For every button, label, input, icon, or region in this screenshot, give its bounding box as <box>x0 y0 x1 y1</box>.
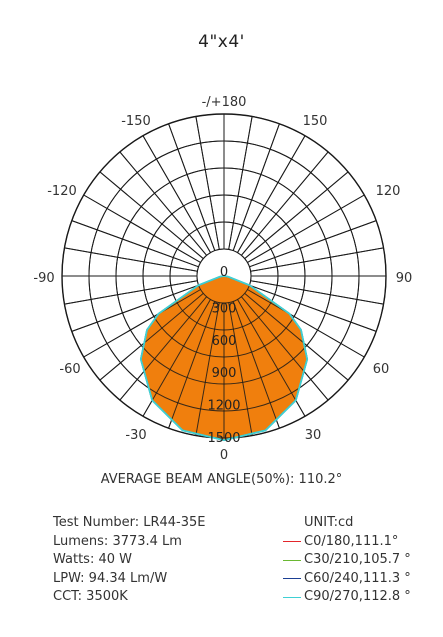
legend-label-c60: C60/240,111.3 ° <box>304 570 411 586</box>
grid-spoke-overlay <box>249 220 377 268</box>
grid-spoke-overlay <box>83 289 201 358</box>
grid-spoke-overlay <box>250 247 384 272</box>
grid-spoke-overlay <box>247 289 365 358</box>
legend-swatch-c90 <box>283 596 301 598</box>
radial-label-900: 900 <box>212 366 237 381</box>
angle-label-180: -/+180 <box>202 95 247 110</box>
grid-spoke-overlay <box>228 116 253 250</box>
angle-label-90: 90 <box>396 271 413 286</box>
legend-label-c0: C0/180,111.1° <box>304 533 399 549</box>
lumens: Lumens: 3773.4 Lm <box>53 533 182 549</box>
grid-spoke-overlay <box>119 151 207 256</box>
grid-spoke-overlay <box>237 135 306 253</box>
unit-label: UNIT:cd <box>304 515 354 530</box>
grid-spoke-overlay <box>237 299 306 417</box>
grid-spoke-overlay <box>244 171 349 259</box>
grid-spoke-overlay <box>71 220 199 268</box>
intensity-curves <box>61 113 387 442</box>
watts: Watts: 40 W <box>53 552 132 567</box>
grid-over-fill <box>61 113 387 439</box>
lpw: LPW: 94.34 Lm/W <box>53 570 168 586</box>
grid-spoke-overlay <box>232 123 280 251</box>
legend-label-c30: C30/210,105.7 ° <box>304 552 411 567</box>
polar-chart: 0 -30 30 -60 60 -90 90 -120 120 -150 150 -/+180 0 300… <box>33 95 412 463</box>
angle-label-30: 30 <box>305 428 322 443</box>
angle-label-neg120: -120 <box>47 184 77 199</box>
legend-swatch-c0 <box>283 541 301 543</box>
grid-spoke-overlay <box>142 299 211 417</box>
radial-label-1500: 1500 <box>207 431 240 446</box>
legend-item-c60: C60/240,111.3 ° <box>283 570 411 589</box>
angle-label-neg150: -150 <box>121 114 151 129</box>
grid-spoke-overlay <box>64 247 198 272</box>
grid-spoke-overlay <box>241 296 329 401</box>
radial-label-0: 0 <box>220 265 228 280</box>
angle-label-60: 60 <box>373 362 390 377</box>
grid-spoke-overlay <box>168 123 216 251</box>
grid-spoke-overlay <box>195 116 220 250</box>
angle-label-neg30: -30 <box>125 428 146 443</box>
grid-spoke-overlay <box>99 171 204 259</box>
grid-spoke-overlay <box>71 284 199 332</box>
cct: CCT: 3500K <box>53 589 128 604</box>
legend-item-c90: C90/270,112.8 ° <box>283 588 411 607</box>
grid-spoke-overlay <box>249 284 377 332</box>
radial-label-1200: 1200 <box>207 399 240 414</box>
chart-title: 4"x4' <box>198 32 245 52</box>
axis-labels: 0 -30 30 -60 60 -90 90 -120 120 -150 150 -/+180 0 300… <box>33 95 412 463</box>
legend-item-c30: C30/210,105.7 ° <box>283 551 411 570</box>
angle-label-0: 0 <box>220 448 228 463</box>
legend-swatch-c30 <box>283 559 301 561</box>
test-info: Test Number: LR44-35E Lumens: 3773.4 Lm … <box>53 514 206 607</box>
grid-spoke-overlay <box>241 151 329 256</box>
test-number: Test Number: LR44-35E <box>53 515 206 530</box>
grid-spoke-overlay <box>228 302 253 436</box>
angle-label-120: 120 <box>376 184 401 199</box>
grid-spoke-overlay <box>168 301 216 429</box>
angle-label-neg90: -90 <box>33 271 54 286</box>
grid-spoke-overlay <box>83 194 201 263</box>
grid-spoke-overlay <box>232 301 280 429</box>
grid-spoke-overlay <box>99 293 204 381</box>
series-line-c90 <box>139 275 309 442</box>
radial-label-300: 300 <box>212 301 237 316</box>
grid-spoke-overlay <box>250 280 384 305</box>
grid-spoke-overlay <box>142 135 211 253</box>
legend-swatch-c60 <box>283 578 301 580</box>
grid-spoke-overlay <box>195 302 220 436</box>
beam-angle-text: AVERAGE BEAM ANGLE(50%): 110.2° <box>100 472 343 487</box>
legend-item-c0: C0/180,111.1° <box>283 533 411 552</box>
angle-label-neg60: -60 <box>59 362 80 377</box>
grid-spoke-overlay <box>119 296 207 401</box>
radial-label-600: 600 <box>212 334 237 349</box>
legend: UNIT:cd C0/180,111.1° C30/210,105.7 ° C6… <box>283 514 411 607</box>
grid-spoke-overlay <box>244 293 349 381</box>
angle-label-150: 150 <box>303 114 328 129</box>
legend-label-c90: C90/270,112.8 ° <box>304 589 411 604</box>
grid-spoke-overlay <box>64 280 198 305</box>
grid-spoke-overlay <box>247 194 365 263</box>
